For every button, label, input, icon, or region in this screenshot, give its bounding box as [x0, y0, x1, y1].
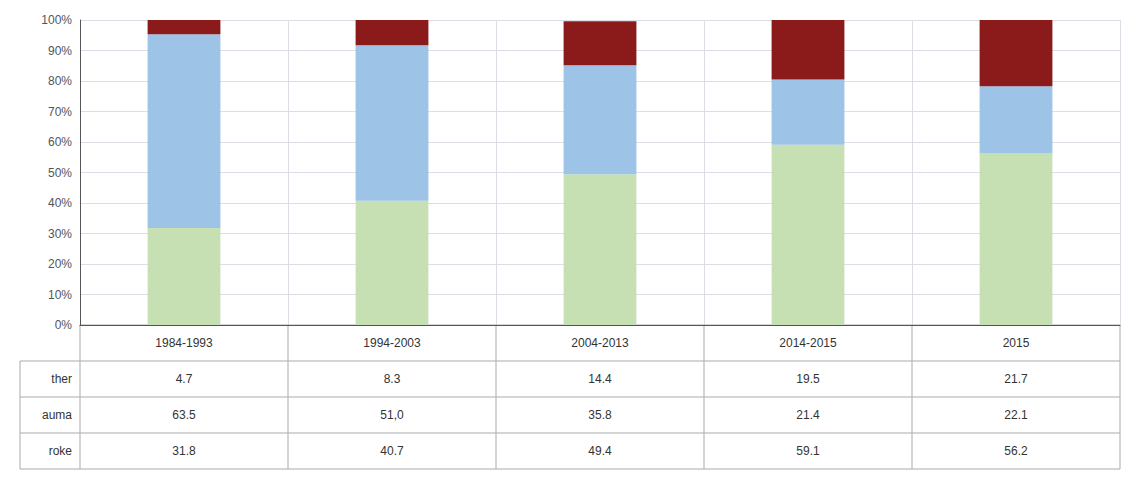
- svg-text:19.5: 19.5: [796, 372, 820, 386]
- svg-text:1984-1993: 1984-1993: [155, 336, 213, 350]
- svg-text:auma: auma: [42, 408, 72, 422]
- svg-text:8.3: 8.3: [384, 372, 401, 386]
- svg-text:40%: 40%: [48, 196, 72, 210]
- svg-text:10%: 10%: [48, 288, 72, 302]
- svg-text:31.8: 31.8: [172, 444, 196, 458]
- svg-text:0%: 0%: [55, 318, 73, 332]
- svg-text:59.1: 59.1: [796, 444, 820, 458]
- svg-text:20%: 20%: [48, 257, 72, 271]
- svg-text:80%: 80%: [48, 74, 72, 88]
- svg-text:ther: ther: [51, 372, 72, 386]
- svg-text:21.4: 21.4: [796, 408, 820, 422]
- svg-text:70%: 70%: [48, 105, 72, 119]
- svg-text:35.8: 35.8: [588, 408, 612, 422]
- svg-text:56.2: 56.2: [1004, 444, 1028, 458]
- svg-text:40.7: 40.7: [380, 444, 404, 458]
- svg-text:roke: roke: [49, 444, 73, 458]
- svg-text:2014-2015: 2014-2015: [779, 336, 837, 350]
- svg-text:49.4: 49.4: [588, 444, 612, 458]
- svg-text:4.7: 4.7: [176, 372, 193, 386]
- svg-text:51,0: 51,0: [380, 408, 404, 422]
- svg-text:21.7: 21.7: [1004, 372, 1028, 386]
- svg-text:90%: 90%: [48, 44, 72, 58]
- svg-text:50%: 50%: [48, 166, 72, 180]
- svg-text:2004-2013: 2004-2013: [571, 336, 629, 350]
- svg-text:22.1: 22.1: [1004, 408, 1028, 422]
- svg-text:14.4: 14.4: [588, 372, 612, 386]
- svg-text:100%: 100%: [41, 13, 72, 27]
- svg-text:63.5: 63.5: [172, 408, 196, 422]
- svg-text:60%: 60%: [48, 135, 72, 149]
- svg-text:2015: 2015: [1003, 336, 1030, 350]
- svg-text:30%: 30%: [48, 227, 72, 241]
- svg-text:1994-2003: 1994-2003: [363, 336, 421, 350]
